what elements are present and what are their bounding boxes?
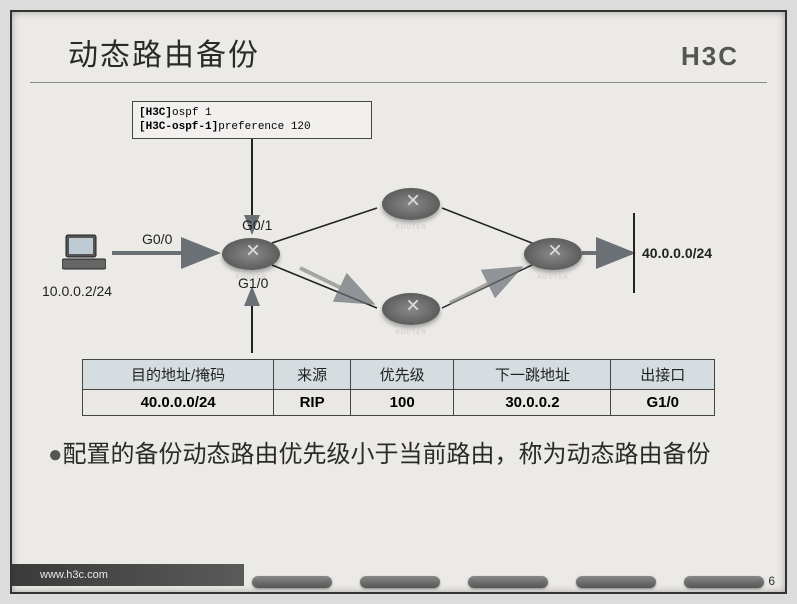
brand-logo: H3C — [681, 41, 739, 72]
td-priority: 100 — [350, 390, 454, 416]
bullet-text: ●配置的备份动态路由优先级小于当前路由，称为动态路由备份 — [48, 438, 749, 473]
header: 动态路由备份 H3C — [30, 12, 767, 83]
bead-icon — [684, 576, 764, 588]
interface-g01-label: G0/1 — [242, 217, 272, 233]
bead-icon — [468, 576, 548, 588]
bullet-content: 配置的备份动态路由优先级小于当前路由，称为动态路由备份 — [63, 441, 711, 468]
bead-icon — [360, 576, 440, 588]
td-dest: 40.0.0.0/24 — [83, 390, 274, 416]
bead-icon — [576, 576, 656, 588]
routing-table: 目的地址/掩码 来源 优先级 下一跳地址 出接口 40.0.0.0/24 RIP… — [82, 359, 715, 416]
code-cmd-2: preference 120 — [218, 121, 310, 133]
th-nexthop: 下一跳地址 — [454, 360, 611, 390]
network-diagram: [H3C]ospf 1 [H3C-ospf-1]preference 120 — [42, 93, 755, 353]
router-caption: ROUTER — [382, 225, 440, 231]
dest-address-label: 40.0.0.0/24 — [642, 245, 712, 261]
th-dest: 目的地址/掩码 — [83, 360, 274, 390]
router-r4-icon: ROUTER — [524, 238, 582, 270]
bead-icon — [252, 576, 332, 588]
decorative-beads — [252, 576, 764, 588]
host-address-label: 10.0.0.2/24 — [42, 283, 112, 299]
page-title: 动态路由备份 — [68, 30, 260, 74]
td-nexthop: 30.0.0.2 — [454, 390, 611, 416]
code-prompt-2: [H3C-ospf-1] — [139, 121, 218, 133]
th-outif: 出接口 — [611, 360, 715, 390]
router-caption: ROUTER — [524, 275, 582, 281]
bullet-dot-icon: ● — [48, 441, 63, 468]
table-header-row: 目的地址/掩码 来源 优先级 下一跳地址 出接口 — [83, 360, 715, 390]
th-priority: 优先级 — [350, 360, 454, 390]
host-icon — [62, 233, 106, 271]
code-prompt-1: [H3C] — [139, 107, 172, 119]
code-cmd-1: ospf 1 — [172, 107, 212, 119]
page-number: 6 — [768, 574, 775, 588]
td-source: RIP — [274, 390, 351, 416]
td-outif: G1/0 — [611, 390, 715, 416]
router-r1-icon: ROUTER — [222, 238, 280, 270]
table-row: 40.0.0.0/24 RIP 100 30.0.0.2 G1/0 — [83, 390, 715, 416]
interface-g00-label: G0/0 — [142, 231, 172, 247]
config-code-box: [H3C]ospf 1 [H3C-ospf-1]preference 120 — [132, 101, 372, 139]
router-caption: ROUTER — [382, 330, 440, 336]
slide: 动态路由备份 H3C [H3C]ospf 1 [H3C-ospf-1]prefe… — [10, 10, 787, 594]
router-r3-icon: ROUTER — [382, 293, 440, 325]
footer-url: www.h3c.com — [12, 569, 108, 581]
interface-g10-label: G1/0 — [238, 275, 268, 291]
th-source: 来源 — [274, 360, 351, 390]
router-r2-icon: ROUTER — [382, 188, 440, 220]
